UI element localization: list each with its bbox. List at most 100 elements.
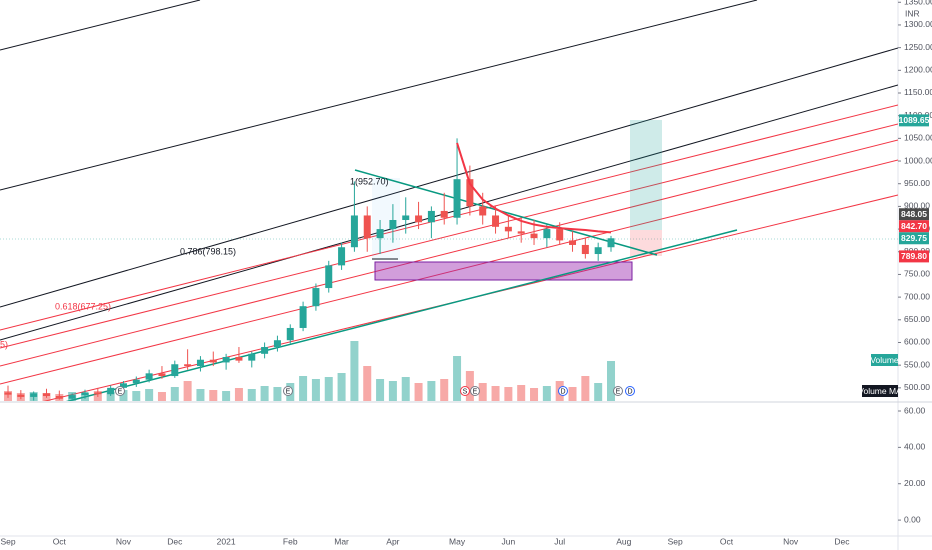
candle-body [132, 379, 140, 384]
indicator-label: Volume [870, 355, 899, 365]
candle-body [453, 179, 461, 218]
volume-bar [196, 389, 205, 401]
price-tag-label: 1089.65 [899, 115, 930, 125]
volume-bar [324, 377, 333, 401]
x-tick-label: Aug [616, 536, 631, 546]
candle-body [261, 347, 269, 354]
candle-body [171, 364, 179, 377]
channel-line [0, 84, 898, 341]
volume-bar [311, 379, 320, 401]
event-letter: E [473, 388, 478, 395]
y-tick-label: 550.00 [904, 359, 930, 369]
event-letter: E [616, 388, 621, 395]
candle-body [4, 392, 12, 395]
volume-bar [517, 385, 526, 401]
drawings [0, 0, 898, 401]
price-tag [899, 114, 929, 127]
y-tick-label: 1050.00 [904, 133, 932, 143]
volume-bar [209, 390, 218, 401]
candle-body [209, 359, 217, 363]
volume-bar [427, 381, 436, 401]
candle-body [389, 220, 397, 230]
candle-body [338, 247, 346, 266]
candle-body [530, 233, 538, 239]
event-letter: D [560, 388, 565, 395]
y-tick-label: 20.00 [904, 478, 926, 488]
candle-body [248, 353, 256, 361]
candle-body [30, 393, 38, 397]
candle-body [427, 210, 435, 223]
candle-body [286, 327, 294, 341]
candle-body [235, 356, 243, 361]
y-tick-label: 1200.00 [904, 65, 932, 75]
candle-body [415, 215, 423, 223]
x-tick-label: May [449, 536, 466, 546]
y-tick-label: 650.00 [904, 314, 930, 324]
volume-bar [183, 381, 192, 401]
volume-bar [350, 341, 359, 401]
candle-body [184, 364, 192, 367]
volume-bar [388, 381, 397, 401]
volume-bar [260, 386, 269, 401]
y-tick-label: 1000.00 [904, 155, 932, 165]
event-icon[interactable] [558, 386, 568, 396]
volume-bar [234, 388, 243, 401]
volume-bar [222, 391, 231, 401]
fib-line [0, 139, 898, 367]
candle-body [607, 238, 615, 248]
fib-label: 1(952.70) [350, 176, 389, 186]
volume-bar [581, 376, 590, 401]
event-icon[interactable] [115, 386, 125, 396]
price-tag-label: 829.75 [901, 233, 927, 243]
candle-body [312, 288, 320, 307]
series [4, 138, 616, 401]
indicator-tag[interactable] [862, 385, 898, 397]
x-tick-label: Sep [668, 536, 683, 546]
candle-body [402, 215, 410, 221]
candle-body [556, 229, 564, 241]
candle-body [492, 215, 500, 227]
x-tick-label: Jul [554, 536, 565, 546]
x-tick-label: Apr [386, 536, 399, 546]
candle-body [350, 215, 358, 248]
candle-body [517, 231, 525, 234]
event-icon[interactable] [460, 386, 470, 396]
volume-bar [453, 356, 462, 401]
candle-body [119, 383, 127, 388]
volume-bar [247, 389, 256, 401]
event-letter: E [286, 388, 291, 395]
candle-body [581, 244, 589, 255]
volume-bar [376, 379, 385, 401]
currency-label: INR [905, 8, 920, 18]
volume-bar [491, 386, 500, 401]
price-tag [899, 220, 929, 233]
channel-line [0, 0, 758, 191]
event-icon[interactable] [613, 386, 623, 396]
event-icon[interactable] [625, 386, 635, 396]
y-tick-label: 600.00 [904, 337, 930, 347]
volume-bar [465, 371, 474, 401]
x-tick-label: Sep [0, 536, 15, 546]
event-letter: E [118, 388, 123, 395]
volume-bar [568, 387, 577, 401]
volume-bar [414, 383, 423, 401]
volume-bar [530, 388, 539, 401]
y-tick-label: 900.00 [904, 201, 930, 211]
x-tick-label: Oct [53, 536, 67, 546]
moving-average [456, 142, 612, 234]
x-tick-label: Feb [283, 536, 298, 546]
event-icon[interactable] [283, 386, 293, 396]
candle-body [325, 265, 333, 289]
price-tag [899, 232, 929, 245]
trendline [354, 169, 658, 256]
fib-line [0, 123, 898, 349]
indicator-tag[interactable] [871, 354, 898, 366]
candle-body [466, 179, 474, 207]
support-box [374, 261, 633, 281]
price-tag-label: 848.05 [901, 209, 927, 219]
candle-body [55, 396, 63, 399]
volume-bar [132, 391, 141, 401]
candle-body [479, 206, 487, 216]
event-icon[interactable] [470, 386, 480, 396]
